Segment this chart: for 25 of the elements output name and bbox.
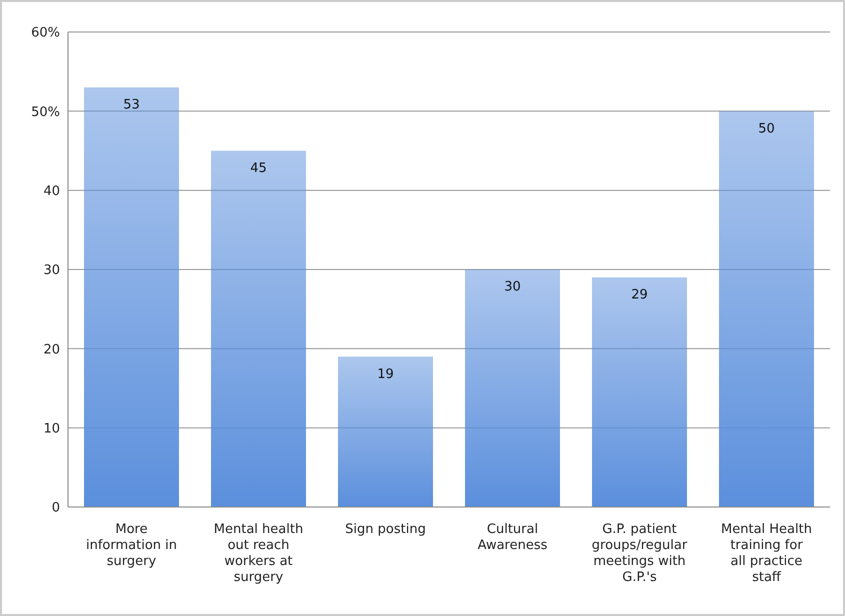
- y-tick-label: 60%: [31, 26, 60, 41]
- y-tick-label: 30: [43, 263, 60, 278]
- data-label: 30: [504, 280, 521, 295]
- data-label: 53: [123, 98, 140, 113]
- x-tick-label: Mental Health training for all practice staff: [721, 522, 812, 585]
- data-label: 19: [377, 366, 394, 382]
- data-label: 45: [250, 160, 267, 176]
- data-label: 29: [631, 288, 648, 303]
- data-label: 50: [758, 121, 775, 136]
- bar: [84, 87, 179, 507]
- bar: [592, 277, 687, 507]
- x-tick-label: Cultural Awareness: [478, 522, 548, 553]
- x-tick-label: More information in surgery: [86, 522, 178, 569]
- x-tick-label: Sign posting: [345, 522, 426, 537]
- bar: [719, 111, 814, 507]
- y-tick-label: 10: [43, 421, 60, 436]
- bar: [465, 270, 560, 507]
- y-tick-label: 0: [52, 500, 60, 516]
- x-tick-label: G.P. patient groups/regular meetings with G.P.'s: [592, 522, 688, 585]
- bar: [338, 356, 433, 507]
- y-tick-label: 20: [43, 342, 60, 358]
- y-tick-label: 40: [43, 184, 60, 199]
- x-tick-label: Mental health out reach workers at surgery: [214, 522, 304, 585]
- bar: [211, 150, 306, 507]
- y-tick-label: 50%: [31, 104, 60, 120]
